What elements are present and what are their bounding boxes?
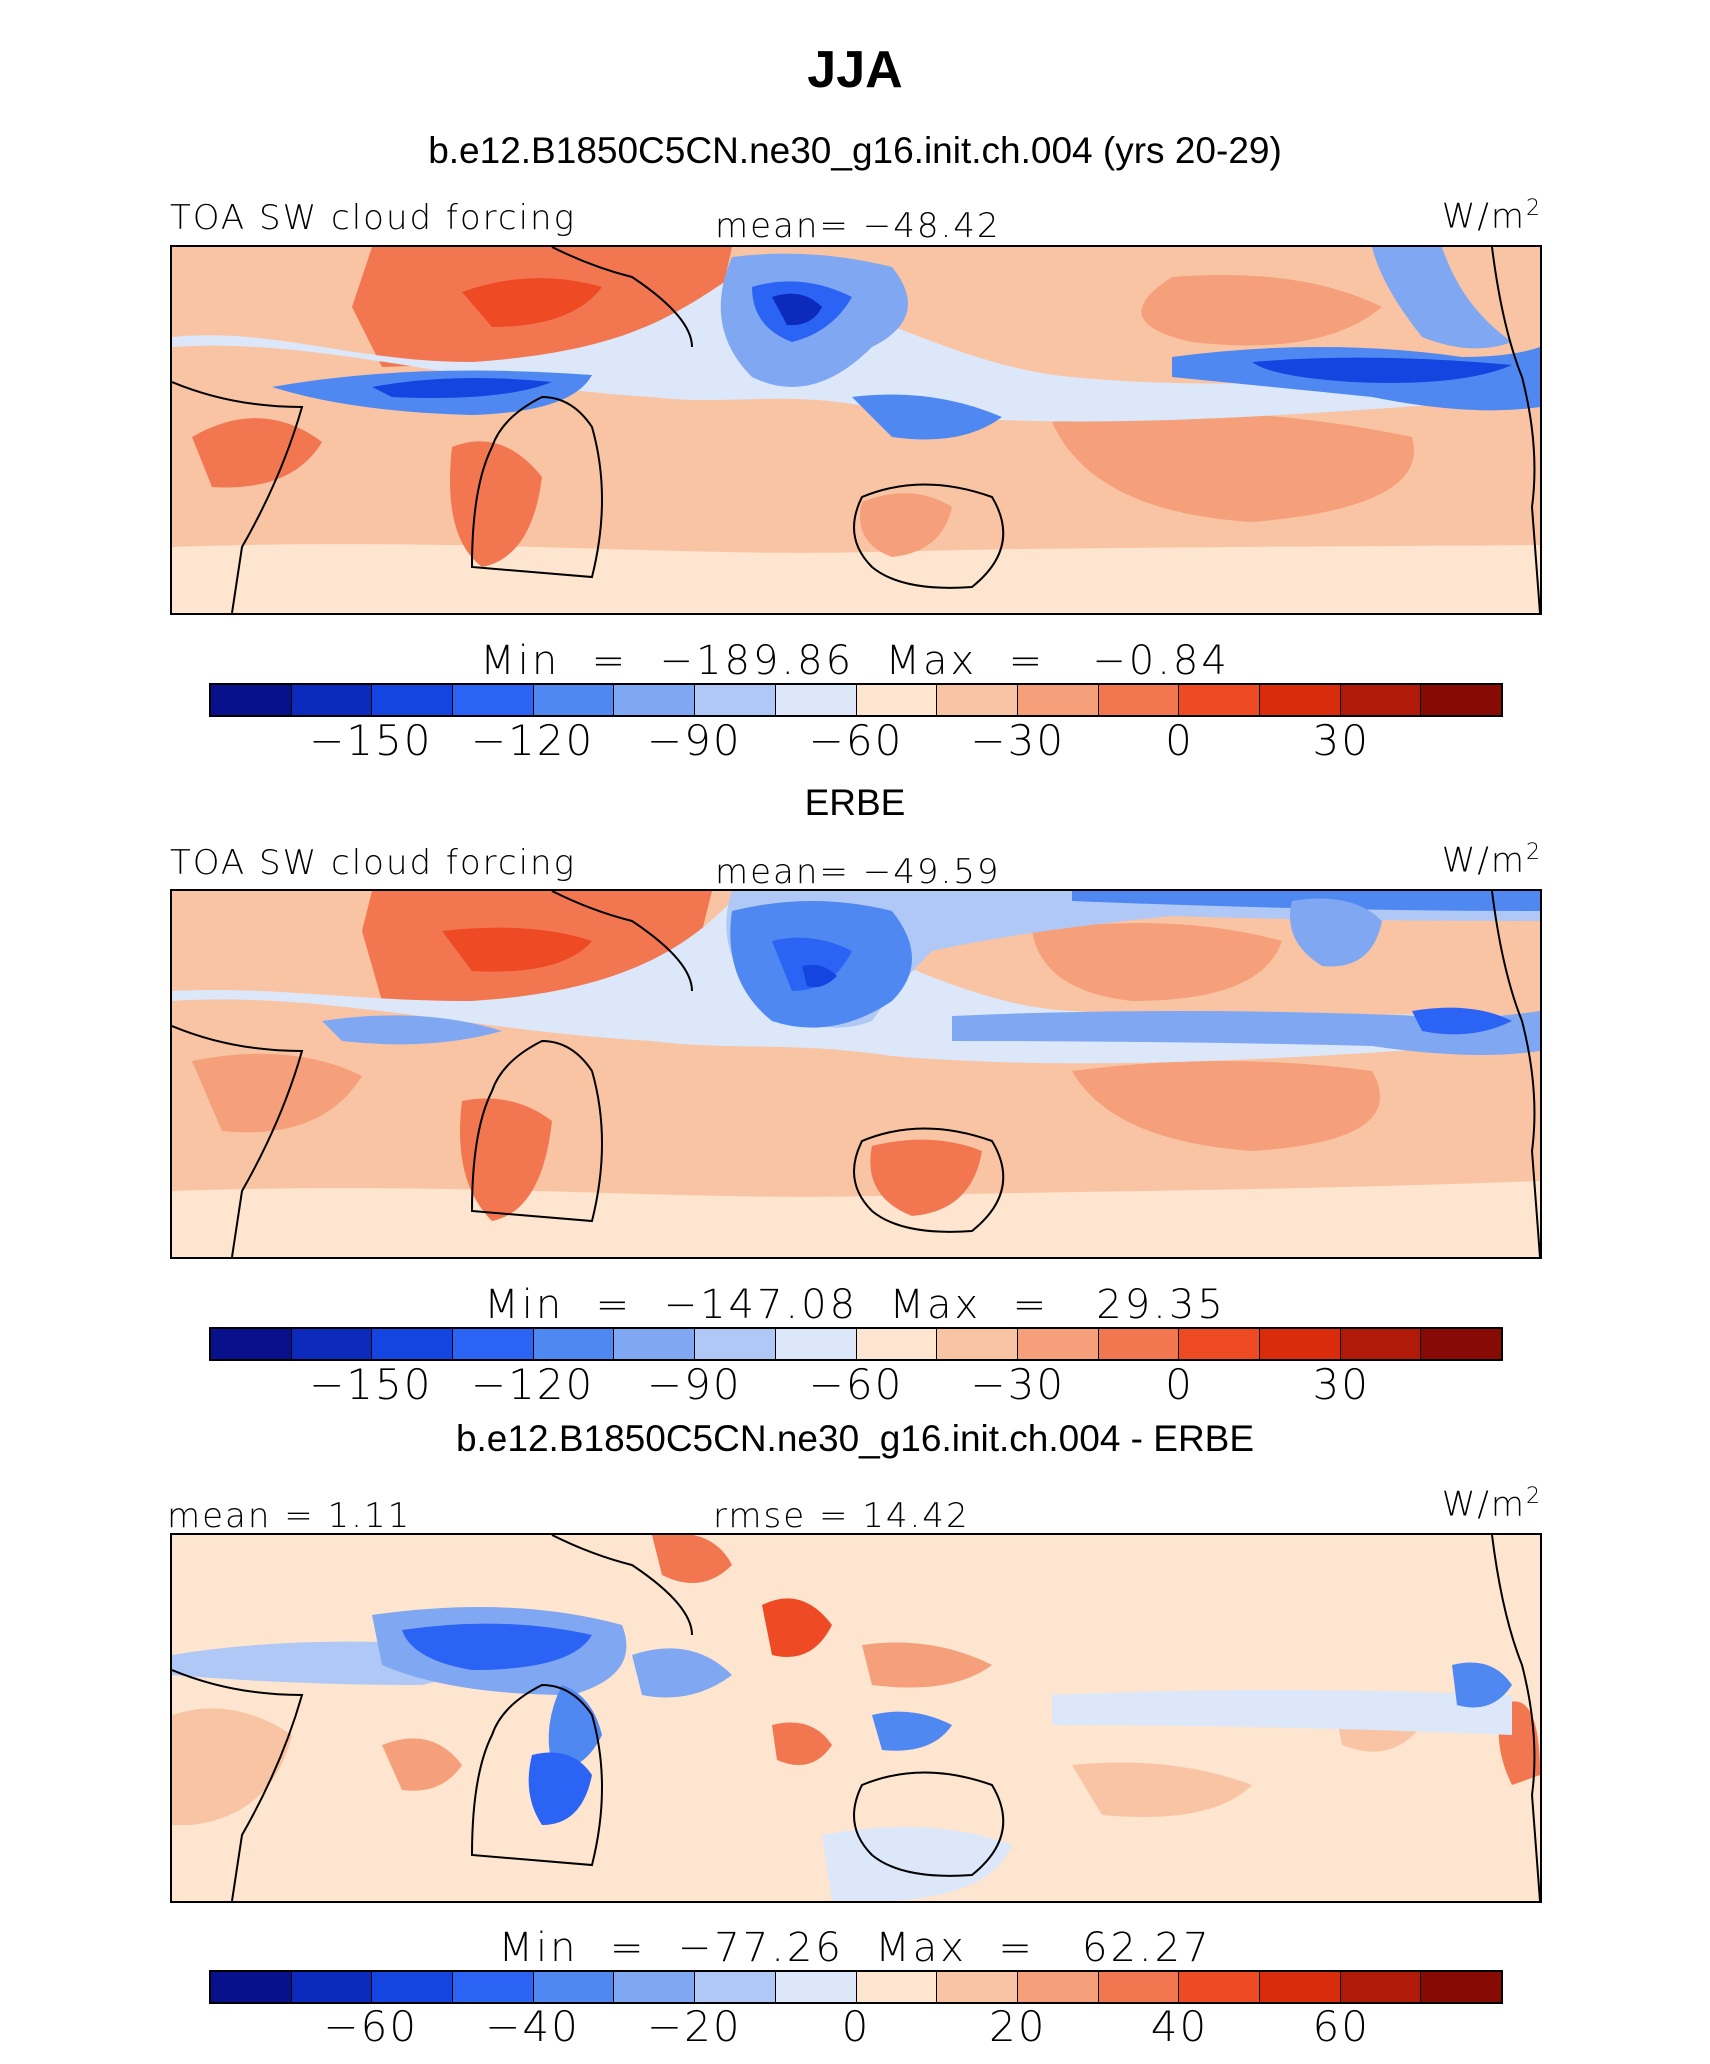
colorbar-tick-label: 40 bbox=[1150, 2002, 1209, 2051]
colorbar-swatch bbox=[291, 1329, 373, 1359]
panel-3-mean-label: mean = 1.11 bbox=[167, 1496, 412, 1536]
panel-3-colorbar bbox=[209, 1970, 1503, 2004]
colorbar-tick-label: 0 bbox=[841, 2002, 871, 2051]
colorbar-tick-label: −30 bbox=[970, 716, 1066, 765]
figure-title: JJA bbox=[807, 41, 903, 99]
colorbar-swatch bbox=[291, 685, 373, 715]
colorbar-swatch bbox=[856, 685, 938, 715]
colorbar-tick-label: 60 bbox=[1312, 2002, 1370, 2051]
colorbar-swatch bbox=[1098, 685, 1180, 715]
colorbar-swatch bbox=[372, 1972, 454, 2002]
colorbar-swatch bbox=[614, 685, 696, 715]
colorbar-tick-label: 0 bbox=[1165, 716, 1194, 765]
colorbar-swatch bbox=[775, 1329, 857, 1359]
panel-3-map bbox=[170, 1533, 1542, 1903]
panel-3-minmax: Min = −77.26 Max = 62.27 bbox=[498, 1925, 1212, 1971]
colorbar-tick-label: −30 bbox=[970, 1360, 1066, 1409]
colorbar-swatch bbox=[1179, 685, 1260, 715]
colorbar-swatch bbox=[1421, 1329, 1501, 1359]
colorbar-swatch bbox=[695, 1972, 776, 2002]
colorbar-swatch bbox=[695, 1329, 776, 1359]
colorbar-swatch bbox=[1098, 1972, 1180, 2002]
colorbar-swatch bbox=[453, 685, 534, 715]
colorbar-swatch bbox=[533, 685, 615, 715]
colorbar-swatch bbox=[1017, 1329, 1099, 1359]
colorbar-swatch bbox=[1179, 1972, 1260, 2002]
colorbar-tick-label: 30 bbox=[1312, 1360, 1370, 1409]
colorbar-swatch bbox=[1017, 1972, 1099, 2002]
panel-1-colorbar-ticks: −150 −120 −90 −60 −30 0 30 bbox=[0, 716, 1710, 765]
panel-1-units-label: W/m2 bbox=[1441, 196, 1542, 237]
colorbar-swatch bbox=[291, 1972, 373, 2002]
panel-2-subtitle: ERBE bbox=[804, 782, 906, 823]
colorbar-swatch bbox=[211, 1972, 292, 2002]
colorbar-tick-label: 20 bbox=[989, 2002, 1047, 2051]
colorbar-swatch bbox=[1098, 1329, 1180, 1359]
colorbar-tick-label: −150 bbox=[309, 716, 433, 765]
colorbar-swatch bbox=[937, 1329, 1018, 1359]
colorbar-swatch bbox=[1340, 1972, 1422, 2002]
panel-2-contour-field bbox=[172, 891, 1540, 1257]
colorbar-swatch bbox=[1179, 1329, 1260, 1359]
colorbar-swatch bbox=[937, 1972, 1018, 2002]
panel-3-contour-field bbox=[172, 1535, 1540, 1901]
colorbar-tick-label: −90 bbox=[646, 1360, 742, 1409]
panel-1-map bbox=[170, 245, 1542, 615]
colorbar-swatch bbox=[1421, 685, 1501, 715]
colorbar-swatch bbox=[1340, 685, 1422, 715]
panel-2-map bbox=[170, 889, 1542, 1259]
colorbar-swatch bbox=[533, 1329, 615, 1359]
colorbar-swatch bbox=[1340, 1329, 1422, 1359]
colorbar-swatch bbox=[1421, 1972, 1501, 2002]
colorbar-tick-label: −20 bbox=[646, 2002, 742, 2051]
panel-2-colorbar bbox=[209, 1327, 1503, 1361]
colorbar-swatch bbox=[1259, 1972, 1341, 2002]
colorbar-swatch bbox=[1259, 1329, 1341, 1359]
panel-2-minmax: Min = −147.08 Max = 29.35 bbox=[484, 1282, 1226, 1328]
colorbar-swatch bbox=[614, 1972, 696, 2002]
colorbar-swatch bbox=[372, 685, 454, 715]
panel-3-colorbar-ticks: −60 −40 −20 0 20 40 60 bbox=[0, 2002, 1710, 2051]
colorbar-swatch bbox=[211, 1329, 292, 1359]
colorbar-swatch bbox=[775, 1972, 857, 2002]
colorbar-tick-label: −120 bbox=[470, 716, 595, 765]
colorbar-tick-label: −60 bbox=[808, 716, 904, 765]
panel-2-colorbar-ticks: −150 −120 −90 −60 −30 0 30 bbox=[0, 1360, 1710, 1409]
panel-1-minmax: Min = −189.86 Max = −0.84 bbox=[480, 638, 1230, 684]
colorbar-tick-label: 0 bbox=[1165, 1360, 1194, 1409]
colorbar-swatch bbox=[937, 685, 1018, 715]
colorbar-tick-label: −40 bbox=[485, 2002, 580, 2051]
panel-1-variable-label: TOA SW cloud forcing bbox=[170, 198, 576, 238]
colorbar-swatch bbox=[775, 685, 857, 715]
colorbar-swatch bbox=[614, 1329, 696, 1359]
panel-1-mean-label: mean= −48.42 bbox=[715, 206, 1001, 246]
colorbar-swatch bbox=[453, 1329, 534, 1359]
colorbar-swatch bbox=[453, 1972, 534, 2002]
colorbar-tick-label: −60 bbox=[323, 2002, 419, 2051]
colorbar-swatch bbox=[695, 685, 776, 715]
colorbar-tick-label: −120 bbox=[470, 1360, 595, 1409]
panel-3-units-label: W/m2 bbox=[1441, 1484, 1542, 1525]
colorbar-swatch bbox=[372, 1329, 454, 1359]
panel-2-variable-label: TOA SW cloud forcing bbox=[170, 843, 576, 883]
panel-1-contour-field bbox=[172, 247, 1540, 613]
panel-3-subtitle: b.e12.B1850C5CN.ne30_g16.init.ch.004 - E… bbox=[455, 1418, 1255, 1459]
panel-1-colorbar bbox=[209, 683, 1503, 717]
colorbar-swatch bbox=[1259, 685, 1341, 715]
panel-1-subtitle: b.e12.B1850C5CN.ne30_g16.init.ch.004 (yr… bbox=[428, 130, 1282, 171]
colorbar-swatch bbox=[533, 1972, 615, 2002]
colorbar-swatch bbox=[856, 1329, 938, 1359]
panel-2-mean-label: mean= −49.59 bbox=[715, 852, 1001, 892]
colorbar-swatch bbox=[1017, 685, 1099, 715]
colorbar-tick-label: −60 bbox=[808, 1360, 904, 1409]
panel-3-rmse-label: rmse = 14.42 bbox=[713, 1496, 970, 1536]
colorbar-swatch bbox=[856, 1972, 938, 2002]
colorbar-tick-label: −90 bbox=[646, 716, 742, 765]
colorbar-swatch bbox=[211, 685, 292, 715]
colorbar-tick-label: −150 bbox=[309, 1360, 433, 1409]
panel-2-units-label: W/m2 bbox=[1441, 840, 1542, 881]
colorbar-tick-label: 30 bbox=[1312, 716, 1370, 765]
